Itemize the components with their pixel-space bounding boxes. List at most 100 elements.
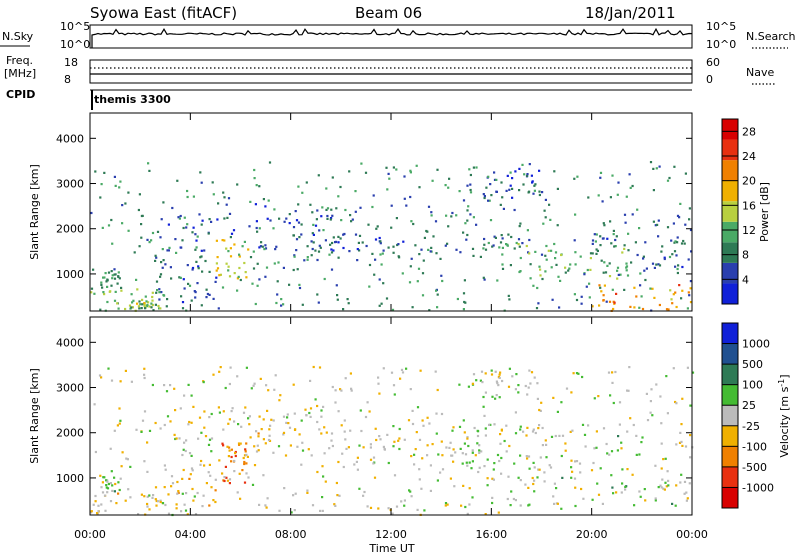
data-cell — [401, 371, 405, 374]
data-cell — [264, 244, 267, 247]
data-cell — [595, 252, 598, 255]
data-cell — [517, 384, 520, 387]
data-cell — [354, 233, 358, 236]
data-cell — [685, 491, 688, 494]
data-cell — [249, 200, 252, 203]
data-cell — [203, 426, 206, 429]
data-cell — [107, 224, 111, 227]
data-cell — [154, 254, 157, 257]
data-cell — [162, 259, 165, 262]
colorbar-swatch — [722, 405, 738, 426]
data-cell — [473, 426, 476, 430]
data-cell — [611, 174, 614, 177]
data-cell — [616, 193, 619, 196]
data-cell — [284, 454, 288, 457]
data-cell — [657, 486, 660, 489]
data-cell — [409, 388, 412, 391]
data-cell — [325, 187, 328, 190]
data-cell — [570, 476, 573, 479]
data-cell — [144, 307, 147, 310]
data-cell — [109, 482, 112, 485]
freq-panel: Freq. [MHz] 18 8 60 0 Nave — [4, 54, 776, 86]
velocity-x-ticks — [89, 317, 693, 515]
data-cell — [654, 499, 657, 502]
data-cell — [606, 264, 609, 267]
data-cell — [519, 479, 522, 482]
data-cell — [466, 233, 469, 237]
data-cell — [483, 278, 486, 281]
data-cell — [174, 409, 177, 412]
data-cell — [342, 465, 345, 469]
data-cell — [208, 270, 211, 273]
data-cell — [480, 450, 483, 453]
data-cell — [634, 241, 637, 244]
data-cell — [148, 494, 151, 497]
data-cell — [445, 446, 448, 449]
data-cell — [280, 304, 283, 307]
data-cell — [595, 233, 598, 236]
data-cell — [264, 247, 268, 250]
data-cell — [395, 505, 399, 508]
time-axis-labels: 00:00 04:00 08:00 12:00 16:00 20:00 00:00 — [74, 528, 708, 541]
data-cell — [472, 254, 475, 257]
data-cell — [146, 502, 149, 506]
data-cell — [529, 382, 532, 385]
data-cell — [119, 180, 122, 183]
data-cell — [573, 239, 576, 242]
data-cell — [296, 445, 299, 448]
data-cell — [258, 185, 261, 188]
data-cell — [411, 409, 414, 412]
data-cell — [361, 241, 364, 244]
colorbar-swatch — [722, 119, 738, 140]
data-cell — [627, 232, 630, 235]
data-cell — [319, 246, 322, 249]
data-cell — [151, 303, 154, 307]
data-cell — [510, 235, 513, 239]
noise-sky-line — [91, 27, 693, 48]
data-cell — [591, 305, 594, 308]
data-cell — [653, 296, 656, 299]
data-cell — [131, 301, 134, 304]
power-x-ticks — [89, 113, 693, 311]
data-cell — [146, 505, 149, 508]
data-cell — [493, 462, 496, 465]
data-cell — [109, 290, 112, 293]
data-cell — [482, 405, 485, 408]
data-cell — [684, 223, 687, 226]
data-cell — [513, 462, 516, 465]
data-cell — [513, 208, 516, 212]
data-cell — [136, 302, 139, 305]
data-cell — [102, 276, 105, 279]
data-cell — [253, 445, 256, 448]
colorbar-swatch — [722, 466, 738, 488]
data-cell — [201, 505, 204, 508]
data-cell — [254, 203, 257, 206]
data-cell — [234, 454, 237, 458]
data-cell — [608, 453, 611, 456]
data-cell — [536, 397, 539, 400]
data-cell — [554, 434, 557, 438]
data-cell — [677, 264, 680, 267]
data-cell — [237, 442, 241, 445]
data-cell — [107, 482, 110, 486]
data-cell — [601, 237, 604, 240]
data-cell — [536, 476, 539, 479]
data-cell — [553, 502, 556, 505]
data-cell — [140, 307, 143, 310]
data-cell — [221, 442, 224, 445]
data-cell — [567, 269, 570, 272]
data-cell — [101, 491, 105, 494]
data-cell — [272, 419, 275, 422]
data-cell — [462, 484, 465, 487]
data-cell — [378, 236, 381, 240]
data-cell — [364, 415, 368, 419]
data-cell — [385, 166, 388, 169]
data-cell — [597, 395, 600, 398]
data-cell — [495, 380, 498, 383]
data-cell — [453, 485, 456, 488]
data-cell — [311, 247, 314, 251]
data-cell — [673, 165, 676, 168]
data-cell — [311, 232, 314, 235]
data-cell — [159, 273, 163, 276]
